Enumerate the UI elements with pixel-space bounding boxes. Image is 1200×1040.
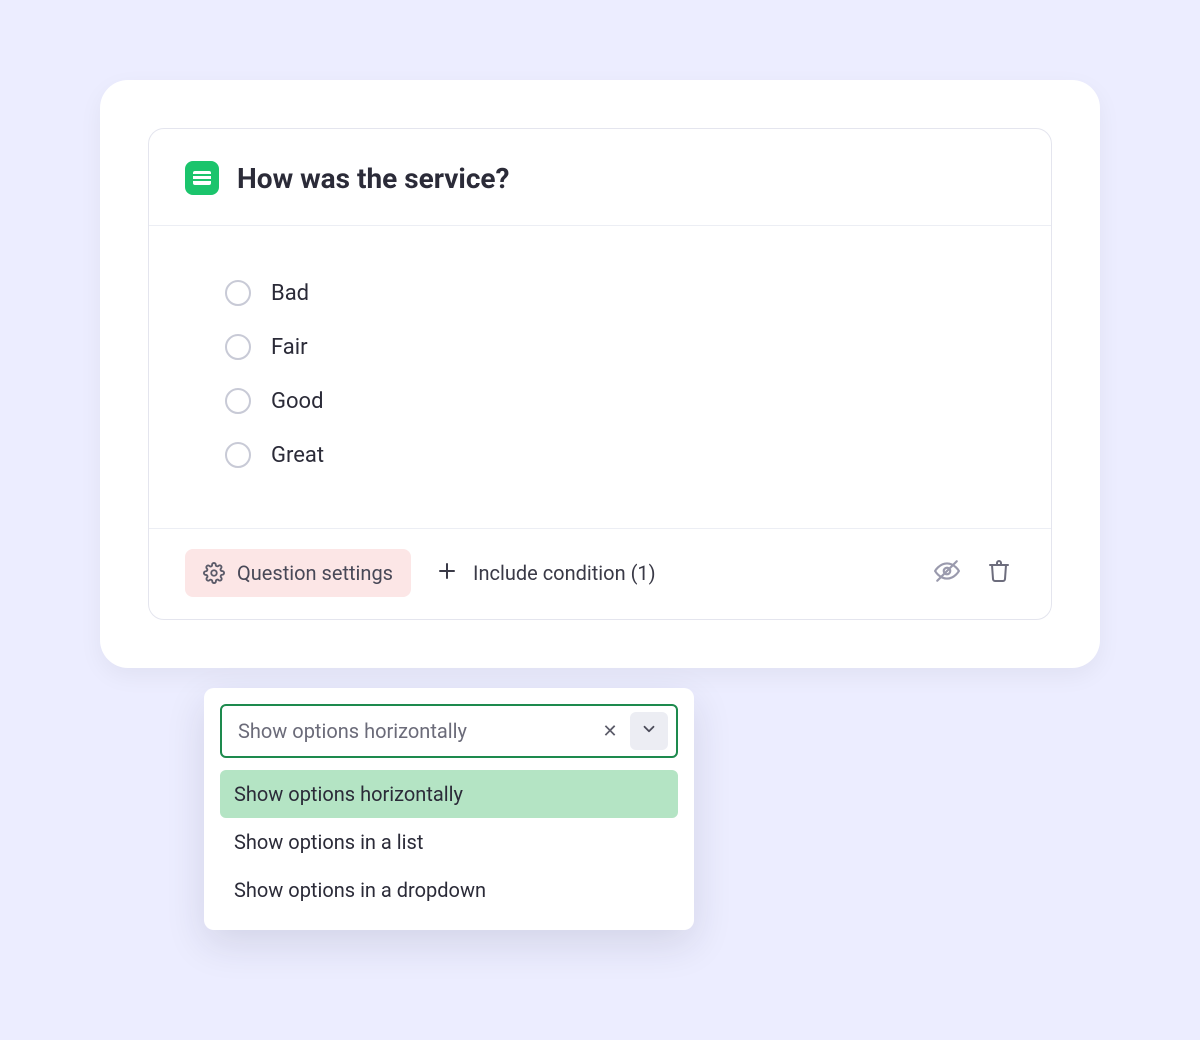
option-row[interactable]: Good xyxy=(225,374,1015,428)
editor-card: How was the service? Bad Fair Good Great xyxy=(100,80,1100,668)
gear-icon xyxy=(203,562,225,584)
radio-icon[interactable] xyxy=(225,280,251,306)
layout-option-label: Show options in a dropdown xyxy=(234,878,486,902)
question-settings-button[interactable]: Question settings xyxy=(185,549,411,597)
layout-option-label: Show options in a list xyxy=(234,830,423,854)
visibility-toggle-button[interactable] xyxy=(931,557,963,589)
trash-icon xyxy=(987,559,1011,587)
close-icon: ✕ xyxy=(602,721,617,742)
clear-selection-button[interactable]: ✕ xyxy=(598,719,622,743)
radio-icon[interactable] xyxy=(225,334,251,360)
layout-option[interactable]: Show options in a list xyxy=(220,818,678,866)
question-settings-label: Question settings xyxy=(237,561,393,585)
include-condition-label: Include condition (1) xyxy=(473,561,656,585)
radio-icon[interactable] xyxy=(225,388,251,414)
delete-button[interactable] xyxy=(983,557,1015,589)
plus-icon xyxy=(435,559,459,588)
layout-option[interactable]: Show options horizontally xyxy=(220,770,678,818)
option-row[interactable]: Great xyxy=(225,428,1015,482)
question-footer: Question settings Include condition (1) xyxy=(149,529,1051,619)
layout-options-list: Show options horizontally Show options i… xyxy=(220,758,678,914)
option-row[interactable]: Fair xyxy=(225,320,1015,374)
question-title[interactable]: How was the service? xyxy=(237,162,509,195)
question-type-icon xyxy=(185,161,219,195)
layout-select-value: Show options horizontally xyxy=(238,719,590,743)
radio-icon[interactable] xyxy=(225,442,251,468)
chevron-down-icon xyxy=(640,720,658,742)
eye-off-icon xyxy=(934,558,960,588)
include-condition-button[interactable]: Include condition (1) xyxy=(431,553,660,594)
option-row[interactable]: Bad xyxy=(225,266,1015,320)
option-label: Fair xyxy=(271,335,308,360)
layout-option-label: Show options horizontally xyxy=(234,782,463,806)
question-card: How was the service? Bad Fair Good Great xyxy=(148,128,1052,620)
option-label: Great xyxy=(271,443,324,468)
option-label: Bad xyxy=(271,281,309,306)
dropdown-toggle-button[interactable] xyxy=(630,712,668,750)
question-body: Bad Fair Good Great xyxy=(149,226,1051,529)
option-label: Good xyxy=(271,389,324,414)
question-header: How was the service? xyxy=(149,129,1051,226)
settings-dropdown-panel: Show options horizontally ✕ Show options… xyxy=(204,688,694,930)
layout-option[interactable]: Show options in a dropdown xyxy=(220,866,678,914)
layout-select[interactable]: Show options horizontally ✕ xyxy=(220,704,678,758)
